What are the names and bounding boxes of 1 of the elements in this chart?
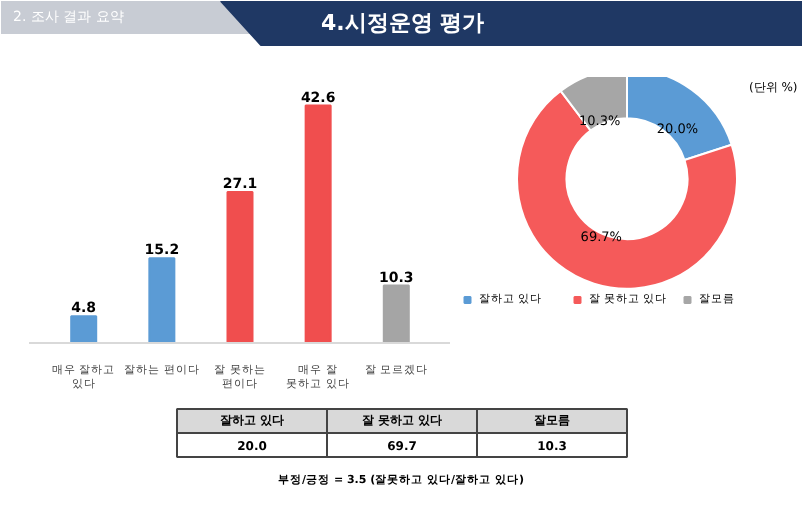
chart-title: 4.시정운영 평가 xyxy=(321,10,485,36)
